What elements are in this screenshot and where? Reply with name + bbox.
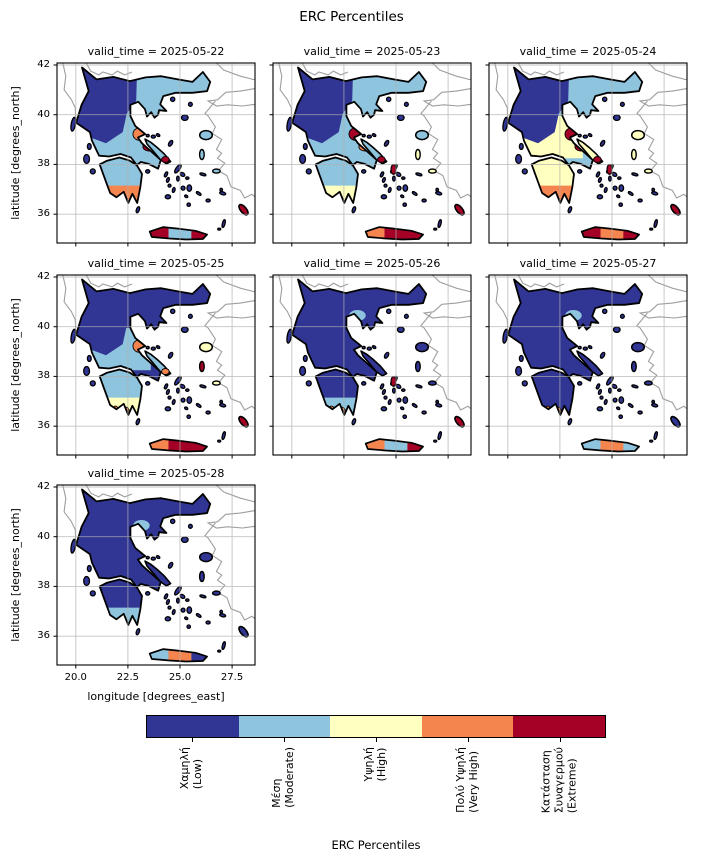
- x-tick-label: 20.0: [64, 672, 87, 683]
- x-axis-label: longitude [degrees_east]: [87, 690, 225, 703]
- danger-zones: [76, 67, 211, 203]
- y-tick-label: 42: [37, 270, 50, 282]
- panel-title: valid_time = 2025-05-22: [87, 45, 225, 58]
- euboea: [144, 560, 172, 587]
- y-tick-label: 38: [37, 580, 50, 592]
- panel-border: [56, 484, 256, 666]
- colorbar-tick-label-high: Υψηλή (High): [362, 747, 388, 782]
- map-panel-2025-05-23: valid_time = 2025-05-23: [269, 45, 472, 247]
- danger-zones: [292, 67, 427, 203]
- greece-map: [269, 62, 472, 247]
- figure-title: ERC Percentiles: [299, 9, 404, 25]
- greece-map: [53, 274, 256, 459]
- greece-map: [485, 62, 688, 247]
- axis-ticks: [53, 64, 233, 247]
- greece-map: [53, 484, 256, 669]
- euboea: [576, 350, 604, 377]
- y-tick-label: 36: [37, 208, 50, 220]
- aegean-islands: [286, 96, 465, 231]
- gridlines: [273, 63, 471, 243]
- colorbar-tick: [192, 738, 193, 742]
- panel-border: [272, 62, 472, 244]
- aegean-islands: [286, 308, 465, 443]
- x-tick-label: 22.5: [116, 672, 139, 683]
- y-tick-label: 40: [37, 530, 50, 542]
- colorbar-tick: [468, 738, 469, 742]
- axis-ticks: [53, 486, 233, 669]
- euboea: [360, 350, 388, 377]
- axis-ticks: [269, 64, 449, 247]
- colorbar-segment-extreme: [513, 716, 605, 737]
- colorbar-tick: [376, 738, 377, 742]
- colorbar-segment-moderate: [238, 716, 331, 737]
- y-tick-label: 42: [37, 58, 50, 70]
- y-axis-label: latitude [degrees_north]: [9, 86, 22, 220]
- colorbar-tick-label-low: Χαμηλή (Low): [178, 747, 204, 790]
- colorbar-segment-low: [147, 716, 239, 737]
- panel-border: [56, 62, 256, 244]
- y-tick-label: 38: [37, 370, 50, 382]
- gridlines: [489, 275, 687, 455]
- y-tick-label: 38: [37, 158, 50, 170]
- axis-ticks: [485, 276, 665, 459]
- y-tick-label: 36: [37, 420, 50, 432]
- y-tick-label: 40: [37, 320, 50, 332]
- map-panel-2025-05-24: valid_time = 2025-05-24: [485, 45, 688, 247]
- axis-ticks: [53, 276, 233, 459]
- gridlines: [273, 275, 471, 455]
- greece-mainland: [76, 489, 211, 591]
- colorbar-axis-label: ERC Percentiles: [331, 838, 421, 852]
- danger-zones: [508, 67, 643, 203]
- panel-title: valid_time = 2025-05-25: [87, 257, 225, 270]
- x-tick-label: 27.5: [220, 672, 244, 683]
- aegean-islands: [502, 96, 681, 231]
- map-panel-2025-05-22: valid_time = 2025-05-22: [53, 45, 256, 247]
- panel-title: valid_time = 2025-05-24: [519, 45, 657, 58]
- gridlines: [57, 485, 255, 665]
- panel-title: valid_time = 2025-05-26: [303, 257, 441, 270]
- greece-map: [53, 62, 256, 247]
- colorbar-tick: [560, 738, 561, 742]
- axis-ticks: [269, 276, 449, 459]
- greece-map: [269, 274, 472, 459]
- panel-title: valid_time = 2025-05-23: [303, 45, 441, 58]
- colorbar-strip: [146, 715, 606, 738]
- map-panel-2025-05-28: valid_time = 2025-05-28: [53, 467, 256, 669]
- panel-border: [488, 274, 688, 456]
- panel-border: [56, 274, 256, 456]
- aegean-islands: [70, 96, 249, 231]
- y-tick-label: 36: [37, 630, 50, 642]
- panel-title: valid_time = 2025-05-27: [519, 257, 657, 270]
- x-tick-label: 25.0: [168, 672, 192, 683]
- y-axis-label: latitude [degrees_north]: [9, 298, 22, 432]
- y-tick-label: 42: [37, 480, 50, 492]
- greece-mainland: [292, 279, 427, 381]
- greece-map: [485, 274, 688, 459]
- gridlines: [57, 275, 255, 455]
- map-panel-2025-05-27: valid_time = 2025-05-27: [485, 257, 688, 459]
- danger-zones: [76, 279, 211, 415]
- gridlines: [489, 63, 687, 243]
- colorbar-tick-label-very-high: Πολύ Υψηλή (Very High): [454, 747, 480, 813]
- map-panel-2025-05-25: valid_time = 2025-05-25: [53, 257, 256, 459]
- colorbar-segment-high: [330, 716, 422, 737]
- colorbar-tick-label-extreme: Κατάσταση Συναγερμού (Extreme): [539, 747, 579, 814]
- map-panel-2025-05-26: valid_time = 2025-05-26: [269, 257, 472, 459]
- panel-title: valid_time = 2025-05-28: [87, 467, 225, 480]
- axis-ticks: [485, 64, 665, 247]
- greece-mainland: [508, 279, 643, 381]
- colorbar-tick-label-moderate: Μέση (Moderate): [270, 747, 296, 808]
- y-axis-label: latitude [degrees_north]: [9, 508, 22, 642]
- panel-border: [488, 62, 688, 244]
- colorbar-tick: [284, 738, 285, 742]
- gridlines: [57, 63, 255, 243]
- panel-border: [272, 274, 472, 456]
- colorbar-segment-very-high: [421, 716, 514, 737]
- aegean-islands: [70, 308, 249, 443]
- y-tick-label: 40: [37, 108, 50, 120]
